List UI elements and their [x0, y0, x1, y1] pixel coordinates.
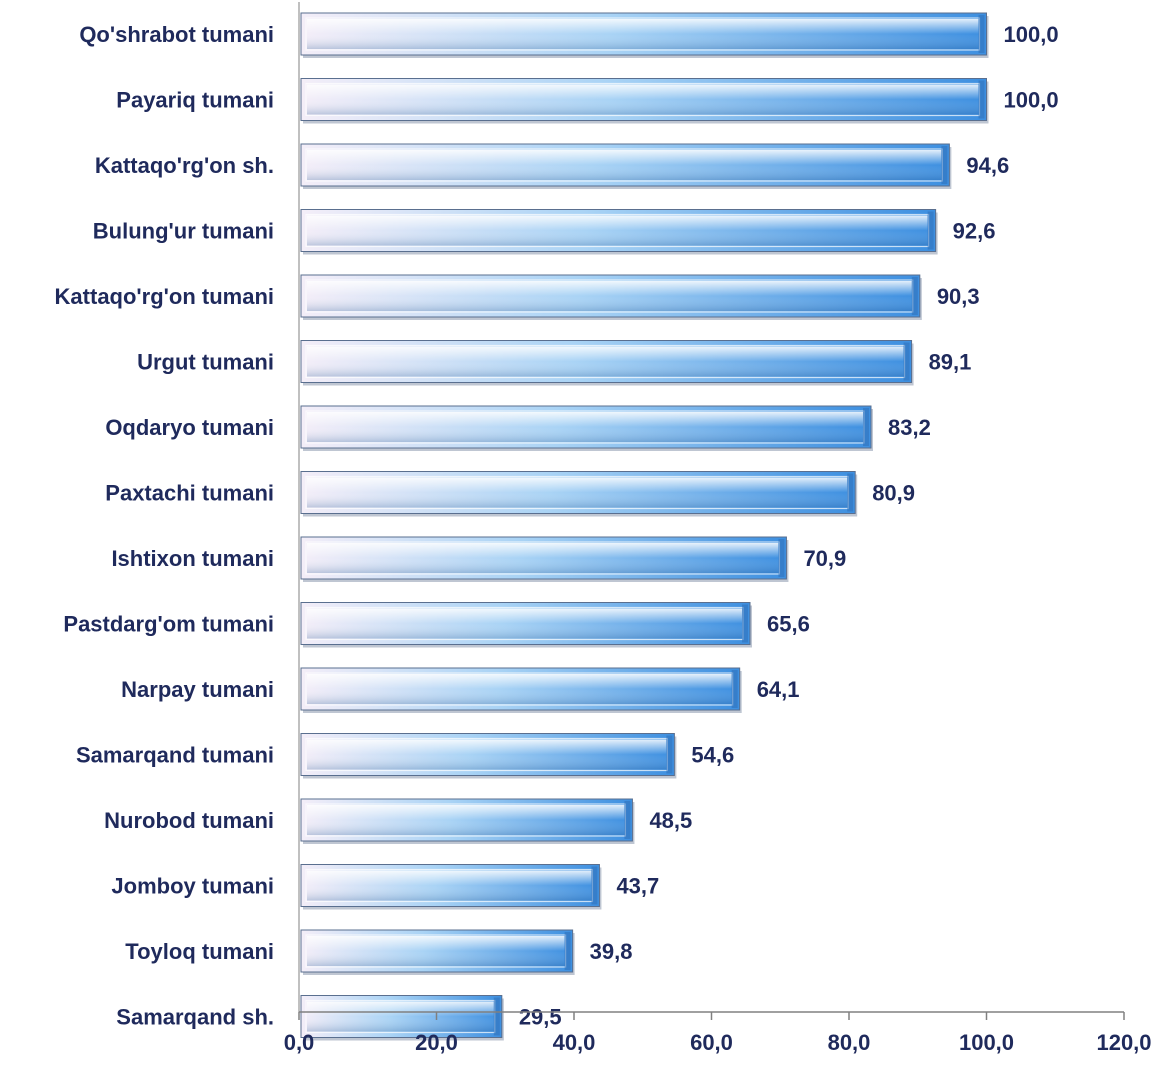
bar-group — [300, 471, 858, 517]
bar-group — [300, 340, 914, 386]
category-label: Oqdaryo tumani — [105, 415, 274, 440]
category-label: Jomboy tumani — [111, 874, 274, 899]
bar-group — [300, 536, 789, 582]
bar-group — [300, 667, 742, 713]
data-label: 70,9 — [803, 546, 846, 571]
x-tick-label: 20,0 — [415, 1030, 458, 1055]
category-label: Ishtixon tumani — [111, 546, 274, 571]
bar-group — [300, 274, 922, 320]
data-label: 100,0 — [1004, 22, 1059, 47]
category-label: Urgut tumani — [137, 350, 274, 375]
x-tick-label: 120,0 — [1096, 1030, 1151, 1055]
data-label: 39,8 — [590, 939, 633, 964]
x-tick-label: 100,0 — [959, 1030, 1014, 1055]
data-label: 94,6 — [966, 153, 1009, 178]
data-label: 80,9 — [872, 481, 915, 506]
bar-shine — [307, 215, 928, 246]
bar-end-cap — [666, 735, 673, 774]
bar-group — [300, 929, 575, 975]
bar-shine — [307, 870, 592, 901]
bar-shine — [307, 281, 912, 311]
x-tick-label: 60,0 — [690, 1030, 733, 1055]
bar-group — [300, 798, 635, 844]
bar-end-cap — [742, 604, 748, 643]
data-label: 92,6 — [953, 219, 996, 244]
bar-shine — [307, 936, 565, 966]
bar-shine — [307, 739, 667, 770]
bar-end-cap — [978, 80, 985, 119]
bar-group — [300, 733, 677, 779]
category-label: Paxtachi tumani — [105, 481, 274, 506]
bars-layer — [300, 12, 989, 1041]
bar-shine — [307, 150, 942, 180]
bar-end-cap — [591, 866, 598, 905]
category-label: Qo'shrabot tumani — [79, 22, 274, 47]
bar-shine — [307, 346, 904, 377]
bar-end-cap — [927, 211, 934, 250]
bar-end-cap — [903, 342, 910, 381]
category-label: Kattaqo'rg'on sh. — [95, 153, 274, 178]
x-tick-label: 40,0 — [553, 1030, 596, 1055]
bar-group — [300, 12, 989, 58]
bar-shine — [307, 543, 779, 573]
bar-group — [300, 995, 504, 1041]
value-labels-layer: 100,0 100,0 94,6 92,6 90,3 89,1 83,2 80,9 70,9 65… — [519, 22, 1059, 1030]
category-label: Payariq tumani — [116, 88, 274, 113]
category-label: Samarqand sh. — [116, 1005, 274, 1030]
category-label: Samarqand tumani — [76, 743, 274, 768]
bar-shine — [307, 19, 979, 49]
data-label: 48,5 — [649, 808, 692, 833]
category-label: Narpay tumani — [121, 677, 274, 702]
bar-end-cap — [847, 473, 854, 512]
category-labels-layer: Qo'shrabot tumani Payariq tumani Kattaqo'r… — [55, 22, 274, 1030]
data-label: 54,6 — [691, 743, 734, 768]
data-label: 43,7 — [616, 874, 659, 899]
x-tick-label: 0,0 — [284, 1030, 315, 1055]
data-label: 65,6 — [767, 612, 810, 637]
bar-shine — [307, 674, 732, 704]
category-label: Toyloq tumani — [125, 939, 274, 964]
bar-group — [300, 405, 873, 451]
bar-shine — [307, 805, 625, 835]
category-label: Pastdarg'om tumani — [63, 612, 274, 637]
bar-group — [300, 864, 602, 910]
x-axis: 0,0 20,0 40,0 60,0 80,0 100,0 120,0 — [284, 2, 1152, 1055]
x-tick-label: 80,0 — [828, 1030, 871, 1055]
bar-group — [300, 602, 752, 648]
bar-shine — [307, 608, 742, 639]
bar-end-cap — [778, 539, 785, 577]
bar-end-cap — [863, 408, 869, 446]
category-label: Kattaqo'rg'on tumani — [55, 284, 274, 309]
category-label: Nurobod tumani — [104, 808, 274, 833]
bar-end-cap — [978, 15, 985, 53]
bar-shine — [307, 477, 848, 508]
data-label: 89,1 — [929, 350, 972, 375]
bar-shine — [307, 84, 979, 115]
bar-shine — [307, 412, 863, 442]
data-label: 83,2 — [888, 415, 931, 440]
bar-group — [300, 209, 938, 255]
category-label: Bulung'ur tumani — [93, 219, 274, 244]
bar-group — [300, 78, 989, 124]
bar-end-cap — [911, 277, 918, 315]
bar-end-cap — [564, 932, 571, 970]
data-label: 90,3 — [937, 284, 980, 309]
bar-end-cap — [493, 997, 500, 1036]
bar-end-cap — [941, 146, 948, 184]
bar-shine — [307, 1001, 494, 1032]
data-label: 100,0 — [1004, 88, 1059, 113]
bar-end-cap — [731, 670, 738, 708]
bar-group — [300, 143, 952, 189]
bar-end-cap — [624, 801, 631, 839]
data-label: 29,5 — [519, 1005, 562, 1030]
data-label: 64,1 — [757, 677, 800, 702]
